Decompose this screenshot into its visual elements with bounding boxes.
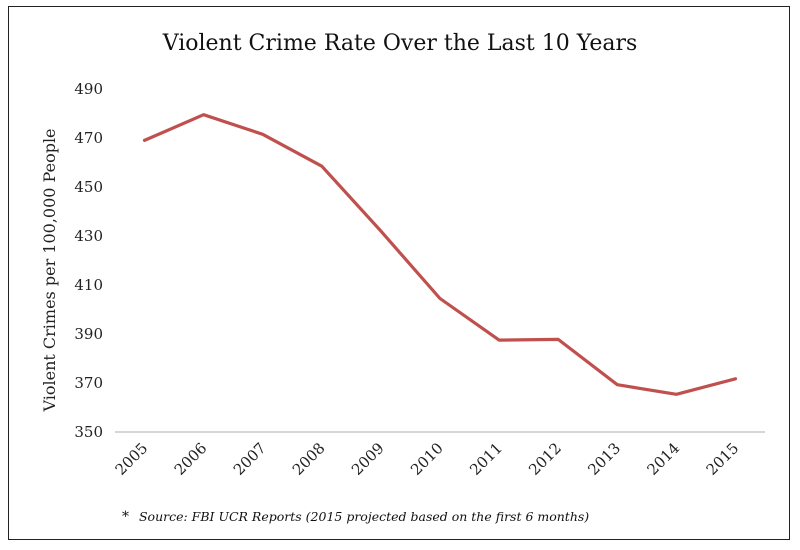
footnote-marker: * [122, 509, 129, 525]
chart-title: Violent Crime Rate Over the Last 10 Year… [162, 31, 638, 56]
x-tick-label: 2011 [466, 439, 506, 479]
series-line [142, 113, 738, 396]
y-tick-label: 410 [74, 276, 103, 294]
x-tick-labels: 2005 2006 2007 2008 2009 2010 2011 2012 2013 2014… [112, 439, 743, 479]
y-tick-label: 490 [74, 80, 103, 98]
y-tick-label: 470 [74, 129, 103, 147]
y-tick-label: 390 [74, 325, 103, 343]
x-tick-label: 2013 [584, 439, 624, 479]
x-tick-label: 2010 [407, 439, 447, 479]
series-lines [142, 113, 738, 396]
y-tick-label: 370 [74, 374, 103, 392]
y-tick-labels: 350 370 390 410 430 450 470 490 [74, 80, 103, 441]
x-tick-label: 2008 [289, 439, 329, 479]
x-tick-label: 2005 [112, 439, 152, 479]
x-tick-label: 2012 [525, 439, 565, 479]
y-axis-label: Violent Crimes per 100,000 People [40, 128, 59, 412]
x-tick-label: 2015 [703, 439, 743, 479]
footnote-text: Source: FBI UCR Reports (2015 projected … [139, 509, 589, 524]
x-tick-label: 2007 [230, 439, 270, 479]
chart-frame [8, 6, 790, 540]
x-tick-label: 2006 [171, 439, 211, 479]
y-tick-label: 450 [74, 178, 103, 196]
y-tick-label: 430 [74, 227, 103, 245]
x-tick-label: 2009 [348, 439, 388, 479]
y-tick-label: 350 [74, 423, 103, 441]
x-tick-label: 2014 [643, 439, 683, 479]
source-footnote: * Source: FBI UCR Reports (2015 projecte… [122, 509, 589, 525]
